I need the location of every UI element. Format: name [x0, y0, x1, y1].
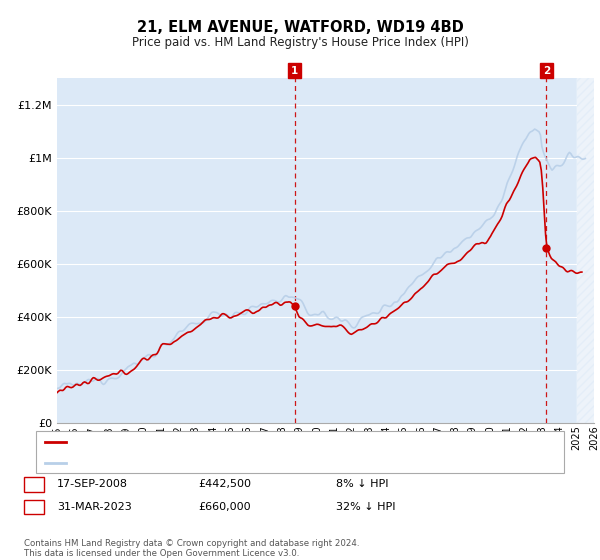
Text: 8% ↓ HPI: 8% ↓ HPI	[336, 479, 389, 489]
Text: 21, ELM AVENUE, WATFORD, WD19 4BD (detached house): 21, ELM AVENUE, WATFORD, WD19 4BD (detac…	[70, 437, 372, 447]
Text: 1: 1	[31, 479, 38, 489]
Text: £660,000: £660,000	[198, 502, 251, 512]
Text: £442,500: £442,500	[198, 479, 251, 489]
Bar	[577, 78, 594, 423]
Text: Price paid vs. HM Land Registry's House Price Index (HPI): Price paid vs. HM Land Registry's House …	[131, 36, 469, 49]
Text: 1: 1	[291, 66, 298, 76]
Text: 31-MAR-2023: 31-MAR-2023	[57, 502, 132, 512]
Text: 17-SEP-2008: 17-SEP-2008	[57, 479, 128, 489]
Text: Contains HM Land Registry data © Crown copyright and database right 2024.
This d: Contains HM Land Registry data © Crown c…	[24, 539, 359, 558]
Text: HPI: Average price, detached house, Watford: HPI: Average price, detached house, Watf…	[70, 458, 304, 468]
Text: 21, ELM AVENUE, WATFORD, WD19 4BD: 21, ELM AVENUE, WATFORD, WD19 4BD	[137, 20, 463, 35]
Text: 32% ↓ HPI: 32% ↓ HPI	[336, 502, 395, 512]
Text: 2: 2	[543, 66, 550, 76]
Bar	[577, 78, 594, 423]
Text: 2: 2	[31, 502, 38, 512]
